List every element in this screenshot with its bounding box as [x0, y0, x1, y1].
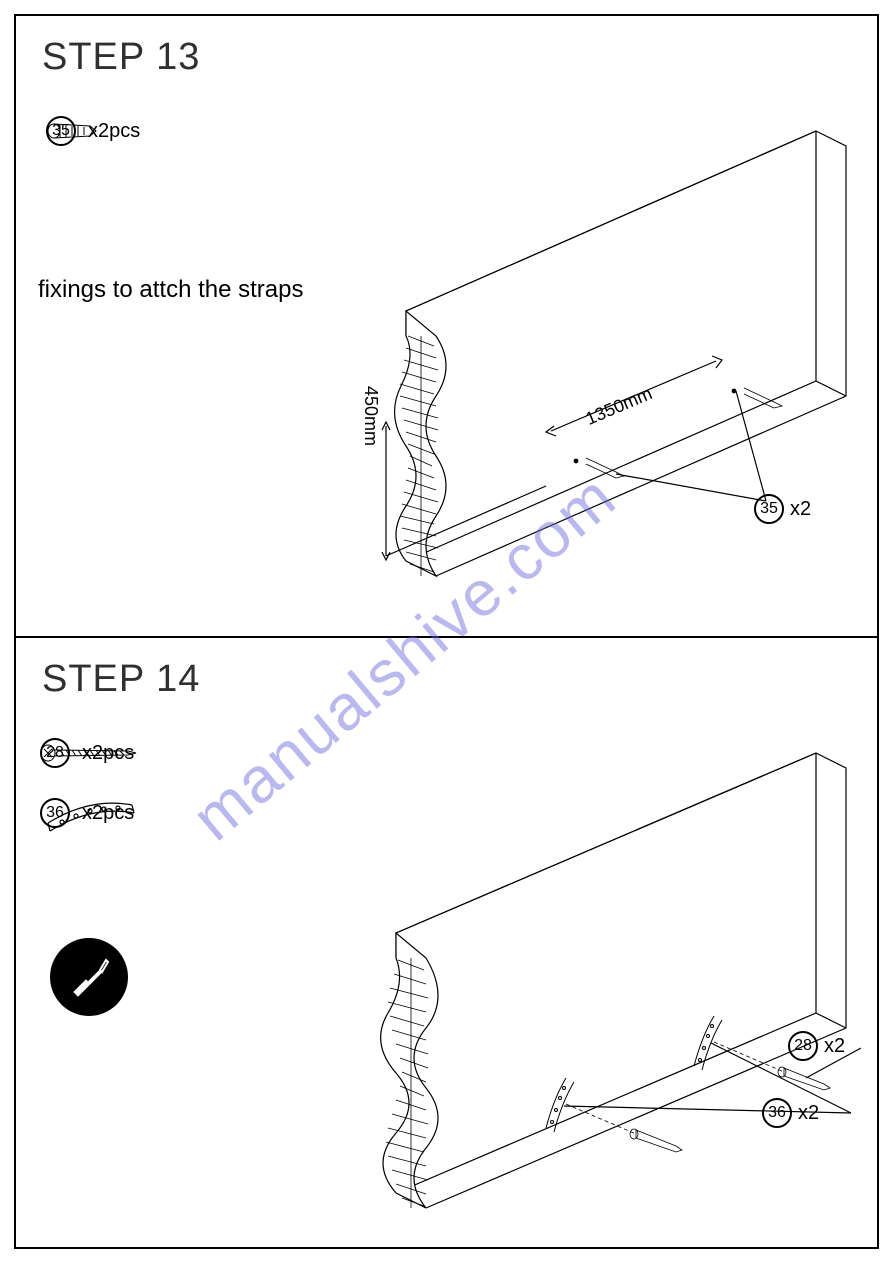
part-28-row: 28 x2pcs	[40, 738, 134, 768]
step-14-diagram	[306, 698, 886, 1258]
callout-28-badge: 28	[788, 1031, 818, 1061]
screw-icon	[40, 742, 140, 764]
part-36-row: 36 x2pcs	[40, 798, 134, 828]
page-border: STEP 13 35 x2pcs fixings to attch the st…	[14, 14, 879, 1249]
callout-36: 36 x2	[762, 1098, 819, 1128]
dim-450: 450mm	[360, 386, 381, 446]
step-14-panel: STEP 14 28 x2pcs	[16, 636, 877, 1254]
screwdriver-icon	[64, 952, 114, 1002]
callout-35-badge: 35	[754, 494, 784, 524]
step-13-panel: STEP 13 35 x2pcs fixings to attch the st…	[16, 16, 877, 636]
strap-icon	[40, 793, 140, 833]
callout-36-badge: 36	[762, 1098, 792, 1128]
callout-35: 35 x2	[754, 494, 811, 524]
wall-plug-icon	[46, 119, 100, 143]
callout-28: 28 x2	[788, 1031, 845, 1061]
callout-28-qty: x2	[824, 1035, 845, 1058]
tool-screwdriver	[50, 938, 128, 1016]
step-13-diagram	[316, 86, 876, 626]
step-13-title: STEP 13	[42, 36, 200, 79]
step-14-title: STEP 14	[42, 658, 200, 701]
step-13-note: fixings to attch the straps	[38, 276, 303, 304]
callout-36-qty: x2	[798, 1102, 819, 1125]
callout-35-qty: x2	[790, 498, 811, 521]
part-35-row: 35 x2pcs	[46, 116, 140, 146]
